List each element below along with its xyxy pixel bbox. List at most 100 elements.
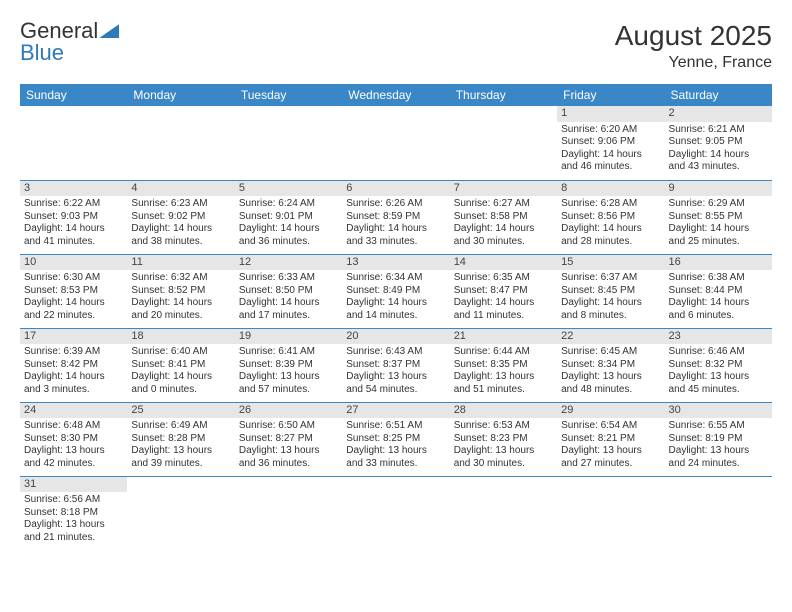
calendar-day-cell: 31Sunrise: 6:56 AMSunset: 8:18 PMDayligh…: [20, 476, 127, 550]
day-detail-line: and 22 minutes.: [24, 310, 123, 323]
day-detail-line: Daylight: 14 hours: [131, 297, 230, 310]
day-detail-line: Sunset: 8:55 PM: [669, 211, 768, 224]
calendar-week-row: 24Sunrise: 6:48 AMSunset: 8:30 PMDayligh…: [20, 402, 772, 476]
title-block: August 2025 Yenne, France: [615, 20, 772, 72]
day-detail-line: Sunset: 8:58 PM: [454, 211, 553, 224]
day-number: 11: [127, 255, 234, 271]
day-detail-line: and 14 minutes.: [346, 310, 445, 323]
day-detail-line: Sunrise: 6:35 AM: [454, 272, 553, 285]
day-detail-line: Sunset: 8:35 PM: [454, 359, 553, 372]
day-number: 20: [342, 329, 449, 345]
day-detail-line: Daylight: 13 hours: [561, 445, 660, 458]
day-detail-line: Sunset: 8:18 PM: [24, 507, 123, 520]
day-detail-line: Sunrise: 6:40 AM: [131, 346, 230, 359]
day-detail-line: Daylight: 14 hours: [24, 297, 123, 310]
day-detail-line: Sunrise: 6:55 AM: [669, 420, 768, 433]
day-detail-line: Sunrise: 6:23 AM: [131, 198, 230, 211]
day-detail-line: Sunrise: 6:41 AM: [239, 346, 338, 359]
day-detail-line: Sunrise: 6:46 AM: [669, 346, 768, 359]
day-detail-line: Daylight: 13 hours: [346, 371, 445, 384]
day-detail-line: and 41 minutes.: [24, 236, 123, 249]
page-header: General Blue August 2025 Yenne, France: [20, 20, 772, 72]
day-detail-line: Sunrise: 6:49 AM: [131, 420, 230, 433]
day-detail-line: Daylight: 13 hours: [24, 519, 123, 532]
calendar-day-cell: 27Sunrise: 6:51 AMSunset: 8:25 PMDayligh…: [342, 402, 449, 476]
day-detail-line: Sunrise: 6:20 AM: [561, 124, 660, 137]
calendar-day-cell: 26Sunrise: 6:50 AMSunset: 8:27 PMDayligh…: [235, 402, 342, 476]
weekday-header: Friday: [557, 84, 664, 106]
day-number: 28: [450, 403, 557, 419]
calendar-day-cell: 30Sunrise: 6:55 AMSunset: 8:19 PMDayligh…: [665, 402, 772, 476]
day-detail-line: Daylight: 13 hours: [454, 371, 553, 384]
calendar-week-row: 17Sunrise: 6:39 AMSunset: 8:42 PMDayligh…: [20, 328, 772, 402]
day-detail-line: Daylight: 14 hours: [346, 223, 445, 236]
day-number: 12: [235, 255, 342, 271]
day-detail-line: and 39 minutes.: [131, 458, 230, 471]
day-number: 10: [20, 255, 127, 271]
day-detail-line: Sunset: 8:28 PM: [131, 433, 230, 446]
day-detail-line: and 11 minutes.: [454, 310, 553, 323]
day-detail-line: Daylight: 13 hours: [561, 371, 660, 384]
day-number: 21: [450, 329, 557, 345]
day-number: 16: [665, 255, 772, 271]
calendar-day-cell: 24Sunrise: 6:48 AMSunset: 8:30 PMDayligh…: [20, 402, 127, 476]
calendar-day-cell: 28Sunrise: 6:53 AMSunset: 8:23 PMDayligh…: [450, 402, 557, 476]
day-detail-line: Daylight: 14 hours: [561, 297, 660, 310]
day-number: 27: [342, 403, 449, 419]
day-detail-line: Sunset: 8:50 PM: [239, 285, 338, 298]
calendar-day-cell: [342, 106, 449, 180]
day-detail-line: Sunset: 8:34 PM: [561, 359, 660, 372]
day-detail-line: and 30 minutes.: [454, 236, 553, 249]
calendar-day-cell: 29Sunrise: 6:54 AMSunset: 8:21 PMDayligh…: [557, 402, 664, 476]
calendar-day-cell: [450, 106, 557, 180]
day-detail-line: Sunrise: 6:48 AM: [24, 420, 123, 433]
day-detail-line: and 3 minutes.: [24, 384, 123, 397]
day-detail-line: and 38 minutes.: [131, 236, 230, 249]
day-detail-line: Sunset: 8:30 PM: [24, 433, 123, 446]
day-detail-line: Sunset: 9:05 PM: [669, 136, 768, 149]
day-detail-line: and 24 minutes.: [669, 458, 768, 471]
day-detail-line: Sunrise: 6:22 AM: [24, 198, 123, 211]
calendar-day-cell: 16Sunrise: 6:38 AMSunset: 8:44 PMDayligh…: [665, 254, 772, 328]
calendar-day-cell: [235, 106, 342, 180]
day-detail-line: Sunset: 8:42 PM: [24, 359, 123, 372]
day-detail-line: Daylight: 14 hours: [669, 297, 768, 310]
day-detail-line: Sunrise: 6:26 AM: [346, 198, 445, 211]
day-detail-line: and 27 minutes.: [561, 458, 660, 471]
day-detail-line: Daylight: 14 hours: [669, 223, 768, 236]
day-detail-line: Sunset: 8:23 PM: [454, 433, 553, 446]
day-number: 4: [127, 181, 234, 197]
day-detail-line: Sunset: 8:41 PM: [131, 359, 230, 372]
day-number: 22: [557, 329, 664, 345]
day-detail-line: and 54 minutes.: [346, 384, 445, 397]
day-detail-line: Sunset: 8:45 PM: [561, 285, 660, 298]
calendar-day-cell: [450, 476, 557, 550]
day-detail-line: and 33 minutes.: [346, 236, 445, 249]
day-number: 17: [20, 329, 127, 345]
day-detail-line: Sunset: 9:03 PM: [24, 211, 123, 224]
day-detail-line: and 33 minutes.: [346, 458, 445, 471]
day-detail-line: and 0 minutes.: [131, 384, 230, 397]
calendar-day-cell: 21Sunrise: 6:44 AMSunset: 8:35 PMDayligh…: [450, 328, 557, 402]
weekday-header: Saturday: [665, 84, 772, 106]
day-detail-line: Sunset: 9:02 PM: [131, 211, 230, 224]
day-detail-line: Sunrise: 6:33 AM: [239, 272, 338, 285]
calendar-day-cell: 22Sunrise: 6:45 AMSunset: 8:34 PMDayligh…: [557, 328, 664, 402]
calendar-day-cell: 5Sunrise: 6:24 AMSunset: 9:01 PMDaylight…: [235, 180, 342, 254]
day-detail-line: Sunset: 8:25 PM: [346, 433, 445, 446]
day-number: 25: [127, 403, 234, 419]
weekday-header: Tuesday: [235, 84, 342, 106]
day-detail-line: Sunrise: 6:32 AM: [131, 272, 230, 285]
calendar-day-cell: 14Sunrise: 6:35 AMSunset: 8:47 PMDayligh…: [450, 254, 557, 328]
calendar-day-cell: 3Sunrise: 6:22 AMSunset: 9:03 PMDaylight…: [20, 180, 127, 254]
day-detail-line: and 20 minutes.: [131, 310, 230, 323]
day-number: 6: [342, 181, 449, 197]
day-detail-line: Sunrise: 6:30 AM: [24, 272, 123, 285]
day-number: 26: [235, 403, 342, 419]
day-number: 7: [450, 181, 557, 197]
weekday-header: Thursday: [450, 84, 557, 106]
day-detail-line: Daylight: 13 hours: [239, 371, 338, 384]
calendar-day-cell: [342, 476, 449, 550]
calendar-week-row: 1Sunrise: 6:20 AMSunset: 9:06 PMDaylight…: [20, 106, 772, 180]
day-detail-line: Sunset: 8:39 PM: [239, 359, 338, 372]
